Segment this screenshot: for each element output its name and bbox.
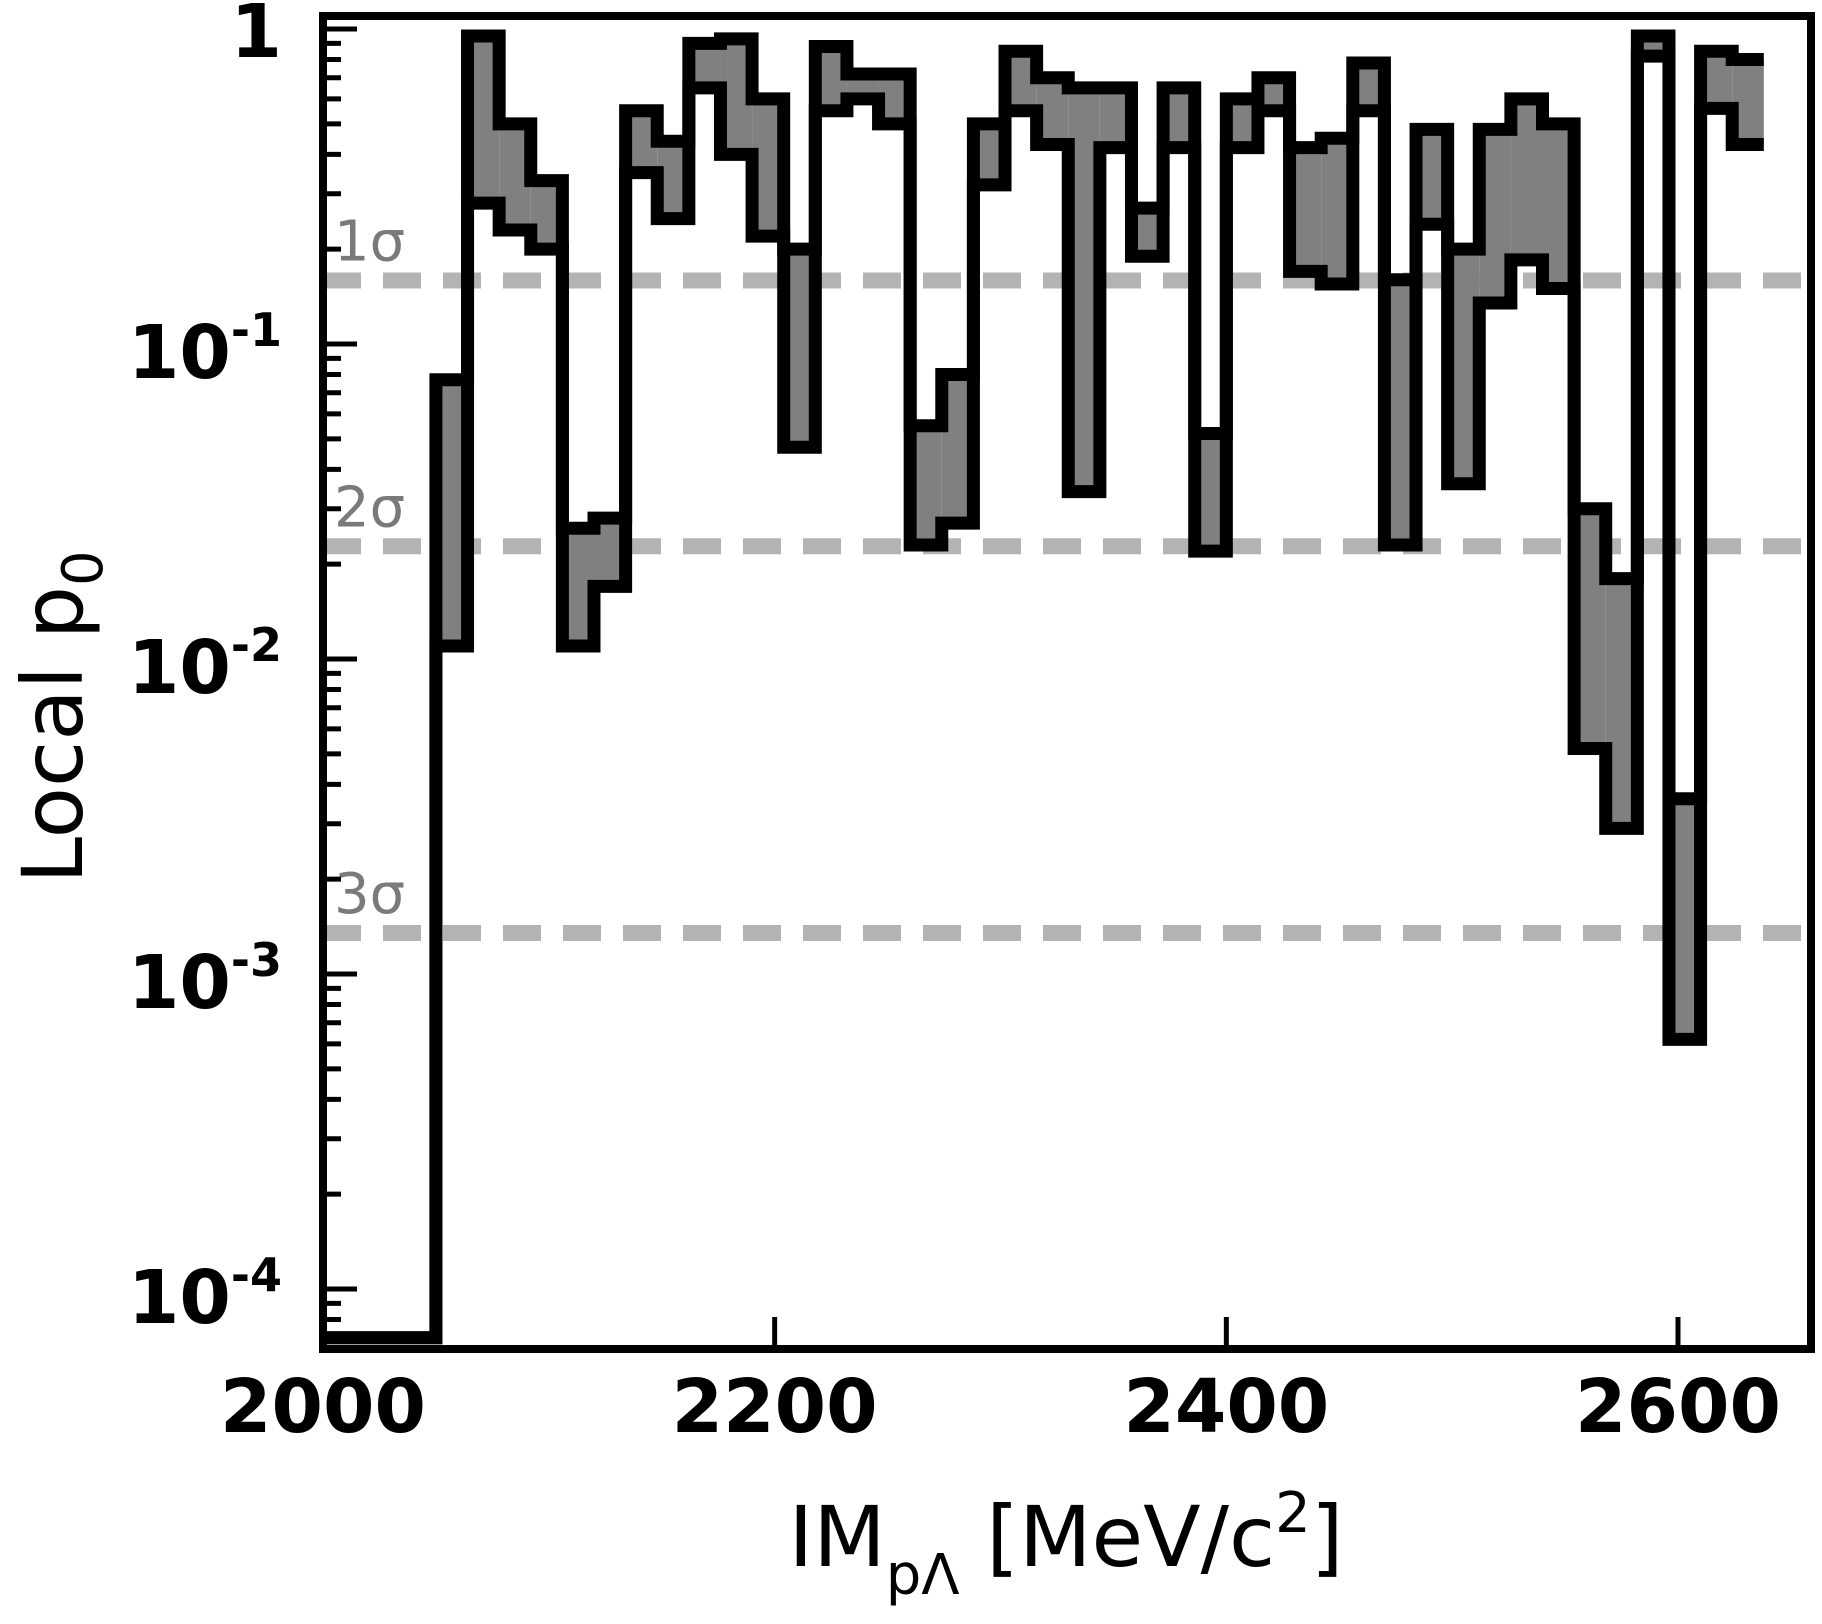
plot-frame [319,12,1815,1353]
sigma-label-2: 2σ [334,475,405,540]
axes [319,12,1815,1353]
ticks [320,26,1681,1349]
y-tick-label: 10-2 [128,618,282,711]
y-axis-title: Local p0 [4,550,116,883]
y-tick-label: 10-4 [128,1248,282,1341]
x-tick-label: 2400 [1123,1364,1329,1450]
x-tick-label: 2600 [1575,1364,1781,1450]
y-tick-label-top: 1 [231,0,283,75]
x-tick-label: 2000 [220,1364,426,1450]
tick-labels: 2000 2200 2400 2600 10-1 10-2 10-3 10-4 1 [128,0,1781,1450]
y-tick-label: 10-3 [128,933,282,1026]
x-tick-label: 2200 [672,1364,878,1450]
sigma-label-3: 3σ [334,862,405,927]
upper-bound-line [323,29,1764,1345]
x-axis-title: IMpΛ [MeV/c2] [788,1481,1343,1608]
histogram-outlines [323,29,1764,1345]
sigma-label-1: 1σ [334,210,405,275]
y-tick-label: 10-1 [128,303,282,396]
